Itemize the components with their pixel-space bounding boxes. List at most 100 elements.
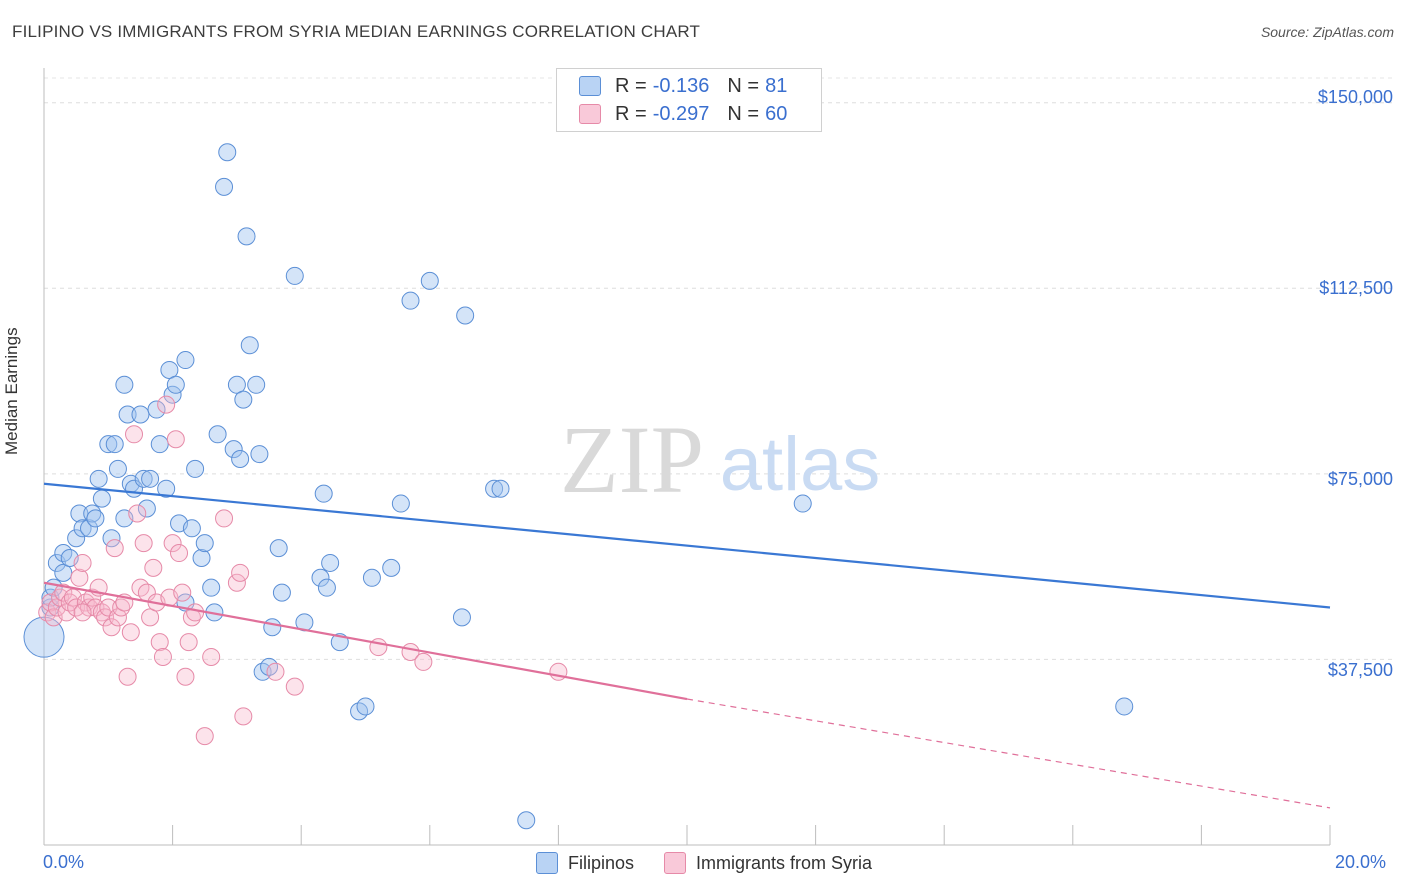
point-syria: [179, 633, 198, 652]
point-filipinos: [456, 306, 475, 325]
point-filipinos: [314, 484, 333, 503]
point-syria: [99, 598, 118, 617]
points-layer: [23, 143, 1134, 830]
point-filipinos: [150, 435, 169, 454]
point-filipinos: [118, 405, 137, 424]
point-syria: [231, 563, 250, 582]
point-filipinos: [231, 450, 250, 469]
series-legend: Filipinos Immigrants from Syria: [536, 852, 902, 874]
legend-r-value: -0.136: [652, 74, 710, 97]
point-filipinos: [54, 563, 73, 582]
point-syria: [234, 707, 253, 726]
legend-swatch-filipinos: [579, 76, 601, 96]
trendline-syria: [43, 581, 688, 701]
point-filipinos: [227, 375, 246, 394]
point-syria: [266, 662, 285, 681]
point-filipinos: [382, 558, 401, 577]
point-filipinos: [141, 469, 160, 488]
point-syria: [108, 608, 127, 627]
legend-n-label: N =: [727, 102, 760, 125]
legend-row-filipinos: R = -0.136 N = 81: [579, 73, 787, 99]
point-syria: [125, 425, 144, 444]
legend-r-label: R =: [615, 74, 647, 97]
point-filipinos: [195, 534, 214, 553]
point-filipinos: [157, 479, 176, 498]
legend-label-filipinos: Filipinos: [568, 852, 635, 873]
point-filipinos: [186, 459, 205, 478]
point-filipinos: [237, 227, 256, 246]
point-filipinos: [269, 539, 288, 558]
y-tick-label: $37,500: [1327, 660, 1393, 680]
point-syria: [215, 509, 234, 528]
point-filipinos: [517, 811, 536, 830]
point-syria: [141, 608, 160, 627]
watermark-zip: ZIP: [560, 406, 704, 513]
point-filipinos: [218, 143, 237, 162]
legend-label-syria: Immigrants from Syria: [696, 852, 873, 873]
legend-swatch-syria: [664, 852, 687, 874]
point-syria: [70, 568, 89, 587]
point-syria: [173, 583, 192, 602]
point-syria: [170, 544, 189, 563]
point-syria: [186, 603, 205, 622]
point-syria: [150, 633, 169, 652]
point-filipinos: [70, 504, 89, 523]
point-filipinos: [224, 440, 243, 459]
y-tick-label: $112,500: [1319, 278, 1393, 298]
point-filipinos: [131, 405, 150, 424]
point-syria: [157, 395, 176, 414]
point-filipinos: [215, 177, 234, 196]
legend-row-syria: R = -0.297 N = 60: [579, 101, 787, 127]
point-filipinos: [89, 469, 108, 488]
point-syria: [195, 727, 214, 746]
point-filipinos: [115, 375, 134, 394]
point-filipinos: [108, 459, 127, 478]
legend-item-filipinos[interactable]: Filipinos: [536, 852, 634, 874]
trend-lines: [43, 482, 1331, 809]
watermark: ZIP atlas: [560, 406, 880, 513]
legend-swatch-filipinos: [536, 852, 558, 874]
trendline-syria-extrapolated: [686, 698, 1331, 809]
point-filipinos: [86, 509, 105, 528]
point-filipinos: [67, 529, 86, 548]
source-label: Source: ZipAtlas.com: [1260, 24, 1394, 40]
point-filipinos: [83, 504, 102, 523]
trendline-filipinos: [43, 482, 1331, 609]
point-filipinos: [208, 425, 227, 444]
point-syria: [73, 553, 92, 572]
point-syria: [285, 677, 304, 696]
point-filipinos: [285, 266, 304, 285]
point-syria: [96, 608, 115, 627]
point-filipinos: [80, 519, 99, 538]
point-filipinos: [23, 616, 65, 658]
point-syria: [121, 623, 140, 642]
y-tick-label: $75,000: [1327, 469, 1393, 489]
point-syria: [118, 667, 137, 686]
point-filipinos: [452, 608, 471, 627]
point-syria: [102, 618, 121, 637]
x-tick-label-max: 20.0%: [1335, 852, 1387, 872]
point-filipinos: [92, 489, 111, 508]
legend-r-value: -0.297: [652, 102, 710, 125]
point-filipinos: [420, 271, 439, 290]
point-syria: [153, 647, 172, 666]
point-filipinos: [1115, 697, 1134, 716]
point-filipinos: [102, 529, 121, 548]
legend-r-label: R =: [615, 102, 647, 125]
point-filipinos: [317, 578, 336, 597]
point-syria: [105, 539, 124, 558]
point-syria: [51, 588, 70, 607]
point-filipinos: [491, 479, 510, 498]
point-syria: [166, 430, 185, 449]
point-filipinos: [41, 598, 60, 617]
point-filipinos: [240, 336, 259, 355]
point-filipinos: [247, 375, 266, 394]
point-filipinos: [793, 494, 812, 513]
point-filipinos: [391, 494, 410, 513]
point-syria: [176, 667, 195, 686]
point-filipinos: [234, 390, 253, 409]
legend-item-syria[interactable]: Immigrants from Syria: [664, 852, 872, 874]
point-syria: [112, 598, 131, 617]
legend-n-value: 60: [765, 102, 788, 125]
